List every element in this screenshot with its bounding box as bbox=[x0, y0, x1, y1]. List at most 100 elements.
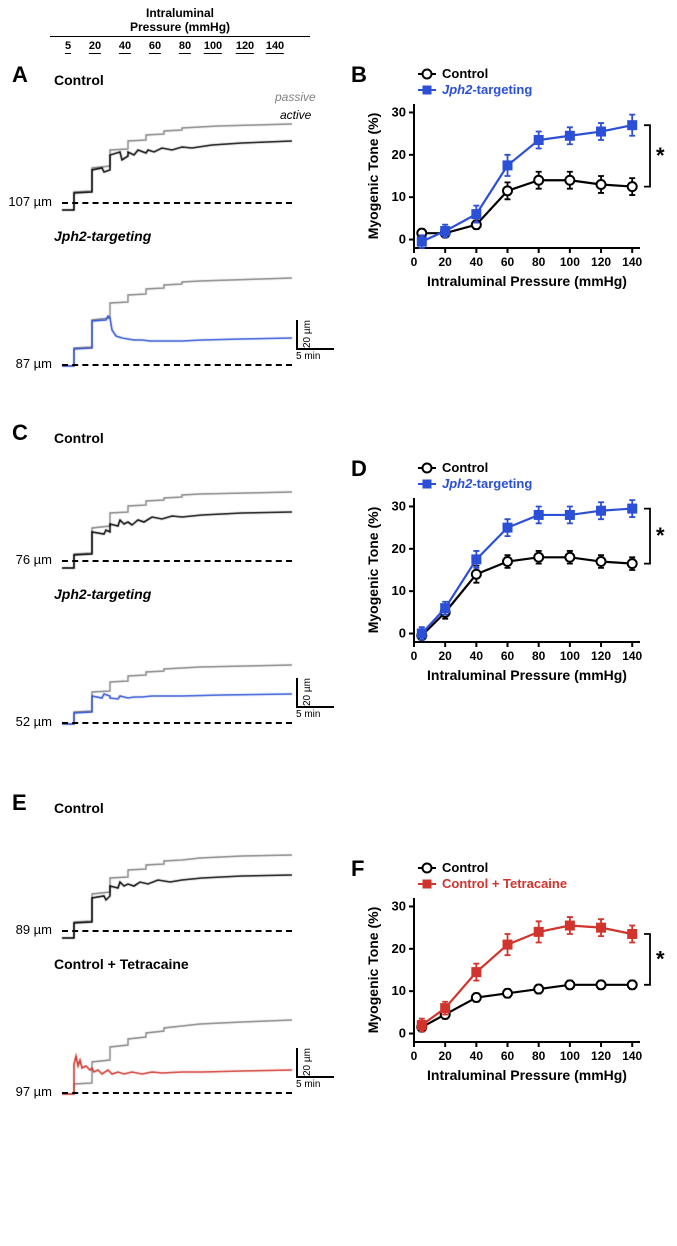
chart-F: 0102030020406080100120140Myogenic Tone (… bbox=[360, 856, 670, 1086]
scalebar-A-v bbox=[296, 320, 298, 348]
baseline-dash-E2 bbox=[62, 1092, 292, 1094]
pressure-tick-120: 120 bbox=[236, 40, 254, 54]
svg-text:20: 20 bbox=[438, 649, 452, 663]
trace-E2-canvas bbox=[30, 974, 330, 1104]
svg-text:60: 60 bbox=[501, 649, 515, 663]
trace-A-jph2: Jph2-targeting bbox=[30, 228, 330, 378]
chart-D: 0102030020406080100120140Myogenic Tone (… bbox=[360, 456, 670, 686]
panel-label-A: A bbox=[12, 62, 28, 88]
svg-text:120: 120 bbox=[591, 649, 611, 663]
trace-A2-canvas bbox=[30, 246, 330, 376]
svg-text:80: 80 bbox=[532, 255, 546, 269]
panel-label-E: E bbox=[12, 790, 27, 816]
trace-E2-title: Control + Tetracaine bbox=[54, 956, 330, 972]
baseline-dash-C2 bbox=[62, 722, 292, 724]
panel-label-C: C bbox=[12, 420, 28, 446]
trace-C2-canvas bbox=[30, 604, 330, 734]
svg-text:Intraluminal Pressure (mmHg): Intraluminal Pressure (mmHg) bbox=[427, 273, 627, 289]
svg-text:0: 0 bbox=[411, 649, 418, 663]
legend-passive: passive bbox=[275, 90, 316, 104]
svg-text:20: 20 bbox=[438, 255, 452, 269]
trace-C1-canvas bbox=[30, 448, 330, 578]
trace-E1-title: Control bbox=[54, 800, 330, 816]
trace-E-tetr: Control + Tetracaine bbox=[30, 956, 330, 1106]
pressure-tick-80: 80 bbox=[179, 40, 191, 54]
svg-text:120: 120 bbox=[591, 255, 611, 269]
svg-text:*: * bbox=[656, 523, 665, 548]
svg-text:100: 100 bbox=[560, 649, 580, 663]
figure-root: Intraluminal Pressure (mmHg) 5 20 40 60 80 10… bbox=[0, 0, 677, 1246]
pressure-tick-20: 20 bbox=[89, 40, 101, 54]
baseline-dash-A1 bbox=[62, 202, 292, 204]
trace-E1-canvas bbox=[30, 818, 330, 948]
svg-text:Myogenic Tone (%): Myogenic Tone (%) bbox=[365, 907, 381, 1034]
svg-text:60: 60 bbox=[501, 1049, 515, 1063]
pressure-title-2: Pressure (mmHg) bbox=[50, 20, 310, 34]
scalebar-E-xlabel: 5 min bbox=[296, 1079, 334, 1090]
trace-A2-title: Jph2-targeting bbox=[54, 228, 330, 244]
pressure-tick-100: 100 bbox=[204, 40, 222, 54]
baseline-dash-C1 bbox=[62, 560, 292, 562]
baseline-dash-A2 bbox=[62, 364, 292, 366]
scalebar-A-ylabel: 20 µm bbox=[302, 320, 313, 348]
svg-text:100: 100 bbox=[560, 1049, 580, 1063]
scalebar-A-xlabel: 5 min bbox=[296, 351, 334, 362]
svg-text:20: 20 bbox=[392, 941, 406, 956]
svg-text:*: * bbox=[656, 946, 665, 971]
svg-text:100: 100 bbox=[560, 255, 580, 269]
trace-C-jph2: Jph2-targeting bbox=[30, 586, 330, 736]
scalebar-C: 20 µm 5 min bbox=[296, 678, 334, 720]
svg-text:40: 40 bbox=[470, 255, 484, 269]
svg-text:140: 140 bbox=[622, 1049, 642, 1063]
scalebar-E-ylabel: 20 µm bbox=[302, 1048, 313, 1076]
svg-text:0: 0 bbox=[399, 232, 406, 247]
baseline-dash-E1 bbox=[62, 930, 292, 932]
pressure-ticks: 520406080100120140 bbox=[50, 40, 310, 58]
svg-text:30: 30 bbox=[392, 104, 406, 119]
pressure-tick-60: 60 bbox=[149, 40, 161, 54]
scalebar-C-ylabel: 20 µm bbox=[302, 678, 313, 706]
svg-text:20: 20 bbox=[438, 1049, 452, 1063]
svg-text:0: 0 bbox=[411, 255, 418, 269]
scalebar-E: 20 µm 5 min bbox=[296, 1048, 334, 1090]
pressure-header: Intraluminal Pressure (mmHg) bbox=[50, 6, 310, 37]
scalebar-C-v bbox=[296, 678, 298, 706]
pressure-tick-5: 5 bbox=[65, 40, 71, 54]
scalebar-E-v bbox=[296, 1048, 298, 1076]
svg-text:*: * bbox=[656, 143, 665, 168]
baseline-A1: 107 µm bbox=[4, 194, 52, 209]
trace-A1-title: Control bbox=[54, 72, 330, 88]
scalebar-C-h bbox=[296, 706, 334, 708]
trace-C1-title: Control bbox=[54, 430, 330, 446]
svg-text:10: 10 bbox=[392, 583, 406, 598]
svg-text:Control: Control bbox=[442, 66, 488, 81]
trace-C-control: Control bbox=[30, 430, 330, 580]
svg-text:Control: Control bbox=[442, 860, 488, 875]
svg-text:Control: Control bbox=[442, 460, 488, 475]
svg-text:0: 0 bbox=[399, 626, 406, 641]
svg-text:Myogenic Tone (%): Myogenic Tone (%) bbox=[365, 507, 381, 634]
svg-text:40: 40 bbox=[470, 649, 484, 663]
baseline-C1: 76 µm bbox=[4, 552, 52, 567]
svg-text:140: 140 bbox=[622, 255, 642, 269]
svg-text:Myogenic Tone (%): Myogenic Tone (%) bbox=[365, 113, 381, 240]
svg-text:30: 30 bbox=[392, 898, 406, 913]
baseline-A2: 87 µm bbox=[4, 356, 52, 371]
baseline-C2: 52 µm bbox=[4, 714, 52, 729]
baseline-E2: 97 µm bbox=[4, 1084, 52, 1099]
scalebar-C-xlabel: 5 min bbox=[296, 709, 334, 720]
svg-text:80: 80 bbox=[532, 649, 546, 663]
svg-text:10: 10 bbox=[392, 189, 406, 204]
svg-text:120: 120 bbox=[591, 1049, 611, 1063]
svg-text:Jph2-targeting: Jph2-targeting bbox=[442, 476, 532, 491]
svg-text:Control + Tetracaine: Control + Tetracaine bbox=[442, 876, 567, 891]
scalebar-A: 20 µm 5 min bbox=[296, 320, 334, 362]
svg-text:0: 0 bbox=[399, 1026, 406, 1041]
trace-C2-title: Jph2-targeting bbox=[54, 586, 330, 602]
svg-text:80: 80 bbox=[532, 1049, 546, 1063]
svg-text:140: 140 bbox=[622, 649, 642, 663]
chart-B: 0102030020406080100120140Myogenic Tone (… bbox=[360, 62, 670, 292]
legend-active: active bbox=[280, 108, 311, 122]
svg-text:60: 60 bbox=[501, 255, 515, 269]
svg-text:40: 40 bbox=[470, 1049, 484, 1063]
